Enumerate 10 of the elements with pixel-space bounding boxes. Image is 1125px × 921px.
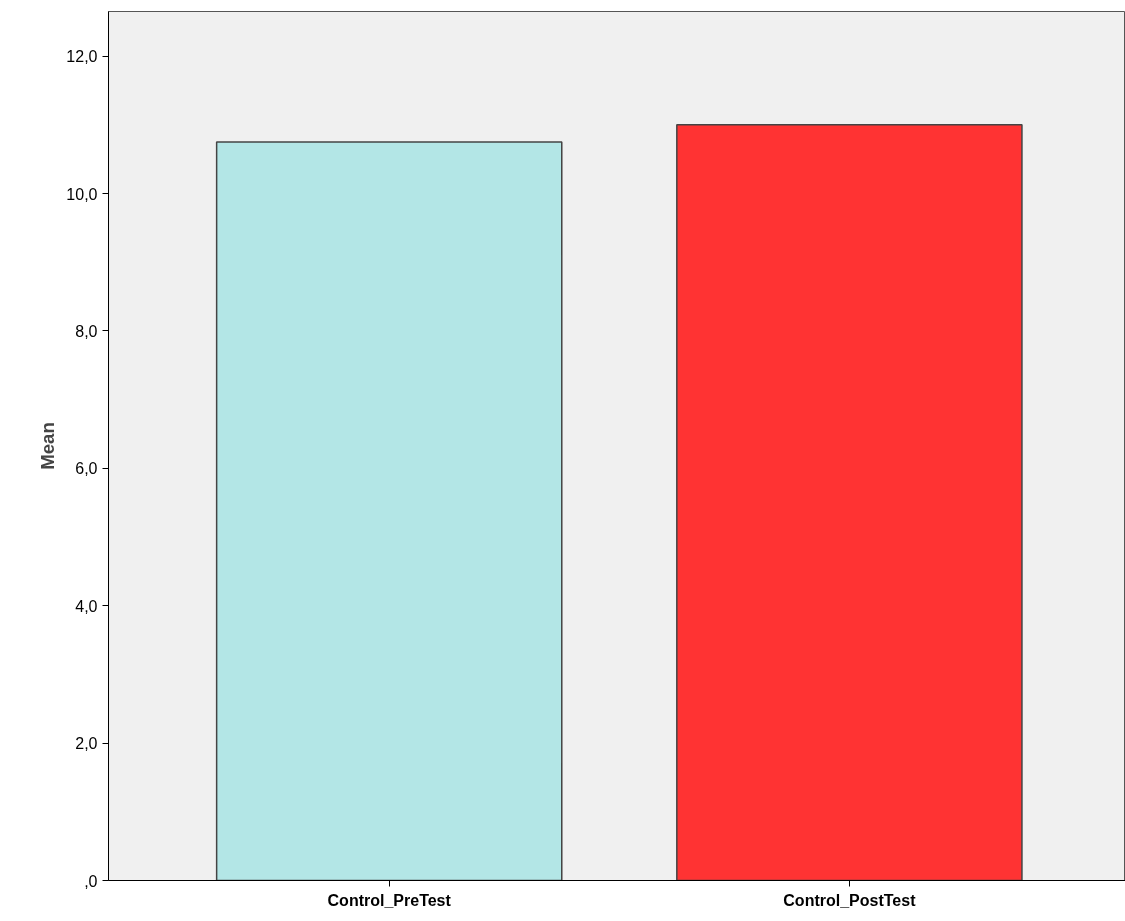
y-tick-label: 10,0 xyxy=(66,185,98,203)
y-tick-label: 8,0 xyxy=(75,322,98,340)
x-tick-label: Control_PostTest xyxy=(783,891,917,909)
y-tick-label: 2,0 xyxy=(75,735,98,753)
y-tick-label: 12,0 xyxy=(66,48,98,66)
y-tick-label: 4,0 xyxy=(75,597,98,615)
y-tick-label: ,0 xyxy=(84,872,98,890)
y-tick-label: 6,0 xyxy=(75,460,98,478)
y-axis-title: Mean xyxy=(37,422,59,470)
x-tick-label: Control_PreTest xyxy=(327,891,452,909)
